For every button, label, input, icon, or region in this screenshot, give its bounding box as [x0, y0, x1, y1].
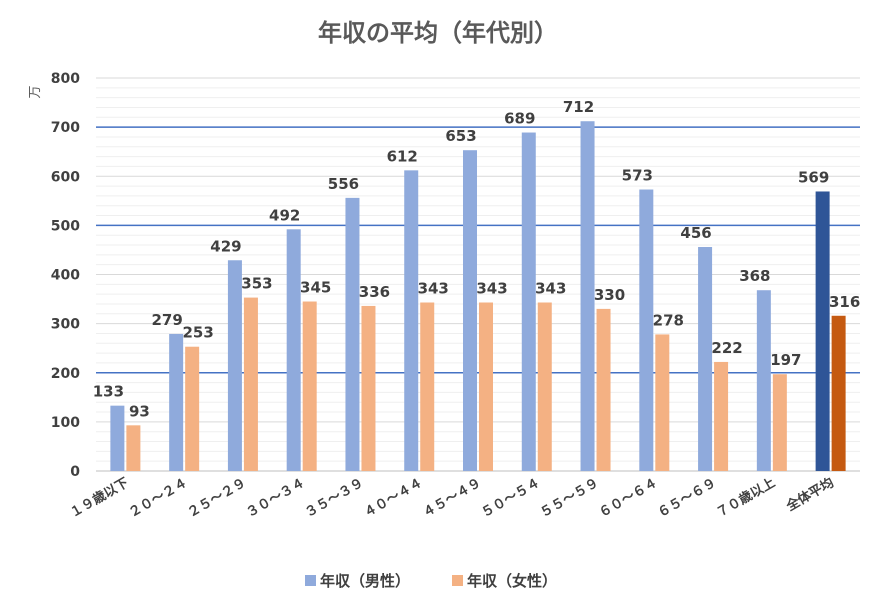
bar-female: [243, 297, 258, 471]
bar-female: [537, 302, 552, 471]
x-tick-label: ２５～２９: [185, 475, 249, 520]
bar-male: [521, 132, 536, 471]
bar-male: [345, 197, 360, 472]
bar-female: [361, 305, 376, 471]
y-tick-label: 500: [51, 218, 80, 234]
x-tick-label: ５０～５４: [479, 475, 543, 520]
legend-swatch-male: [305, 575, 316, 586]
bar-male: [639, 189, 654, 472]
x-tick-label: ３０～３４: [244, 475, 308, 520]
data-label-female: 336: [359, 283, 390, 301]
bar-female: [714, 361, 729, 471]
bar-female: [596, 308, 611, 471]
y-axis-ticks: 0 100 200 300 400 500 600 700 800: [51, 71, 80, 480]
x-tick-label: ６０～６４: [597, 475, 661, 520]
bar-male: [110, 405, 125, 471]
bar-female: [479, 302, 493, 471]
data-label-male: 712: [563, 98, 594, 116]
data-label-male: 689: [504, 110, 535, 128]
data-label-female: 343: [418, 280, 449, 298]
data-label-male: 653: [445, 127, 476, 145]
data-label-male: 368: [739, 267, 770, 285]
bar-female: [655, 334, 670, 471]
bar-female: [185, 346, 200, 471]
data-label-male: 492: [269, 206, 300, 224]
data-label-female: 253: [182, 324, 213, 342]
bar-male: [463, 150, 477, 471]
bar-male: [698, 246, 713, 471]
x-tick-label: 全体平均: [783, 475, 837, 515]
x-tick-label: ２０～２４: [126, 475, 190, 520]
data-label-male: 569: [798, 168, 829, 186]
legend: 年収（男性） 年収（女性）: [305, 572, 557, 590]
data-label-female: 278: [653, 311, 684, 329]
data-label-male: 456: [680, 224, 711, 242]
legend-swatch-female: [452, 575, 463, 586]
reference-lines: [96, 126, 860, 374]
x-tick-label: ５５～５９: [538, 475, 602, 520]
bar-female: [772, 374, 787, 471]
bar-female: [831, 315, 846, 471]
y-tick-label: 700: [51, 120, 80, 136]
y-tick-label: 600: [51, 169, 80, 185]
bar-male: [227, 260, 242, 471]
y-tick-label: 800: [51, 71, 80, 87]
data-label-male: 612: [387, 147, 418, 165]
x-tick-label: ４５～４９: [420, 475, 484, 520]
y-tick-label: 400: [51, 268, 80, 284]
x-axis-ticks: １９歳以下２０～２４２５～２９３０～３４３５～３９４０～４４４５～４９５０～５４…: [67, 475, 837, 521]
legend-label-male: 年収（男性）: [320, 572, 410, 590]
x-tick-label: ３５～３９: [303, 475, 367, 520]
data-label-female: 316: [829, 293, 860, 311]
bar-male: [756, 290, 771, 471]
bar-male: [580, 121, 595, 471]
legend-label-female: 年収（女性）: [467, 572, 557, 590]
bar-male: [815, 191, 830, 471]
y-tick-label: 200: [51, 366, 80, 382]
data-label-female: 330: [594, 286, 625, 304]
bar-male: [404, 170, 419, 472]
bar-female: [420, 302, 435, 471]
data-label-female: 343: [476, 280, 507, 298]
data-label-female: 345: [300, 279, 331, 297]
y-axis-unit-label: 万: [28, 85, 43, 98]
bar-male: [286, 229, 301, 471]
x-tick-label: ６５～６９: [655, 475, 719, 520]
bar-female: [302, 301, 317, 471]
gridlines: [96, 77, 860, 472]
data-label-male: 133: [93, 383, 124, 401]
data-label-male: 429: [210, 237, 241, 255]
data-label-female: 197: [770, 351, 801, 369]
x-tick-label: ７０歳以上: [714, 475, 778, 521]
x-tick-label: １９歳以下: [67, 475, 131, 521]
data-label-female: 343: [535, 280, 566, 298]
data-label-male: 573: [622, 167, 653, 185]
x-tick-label: ４０～４４: [361, 475, 425, 520]
y-tick-label: 0: [70, 464, 80, 480]
bar-female: [126, 425, 141, 471]
y-tick-label: 300: [51, 317, 80, 333]
chart-title: 年収の平均（年代別）: [318, 19, 558, 47]
bars: [110, 121, 846, 472]
data-label-female: 93: [129, 402, 150, 420]
data-label-female: 353: [241, 275, 272, 293]
data-label-female: 222: [711, 339, 742, 357]
data-label-male: 556: [328, 175, 359, 193]
data-label-male: 279: [151, 311, 182, 329]
bar-male: [169, 333, 184, 471]
y-tick-label: 100: [51, 415, 80, 431]
